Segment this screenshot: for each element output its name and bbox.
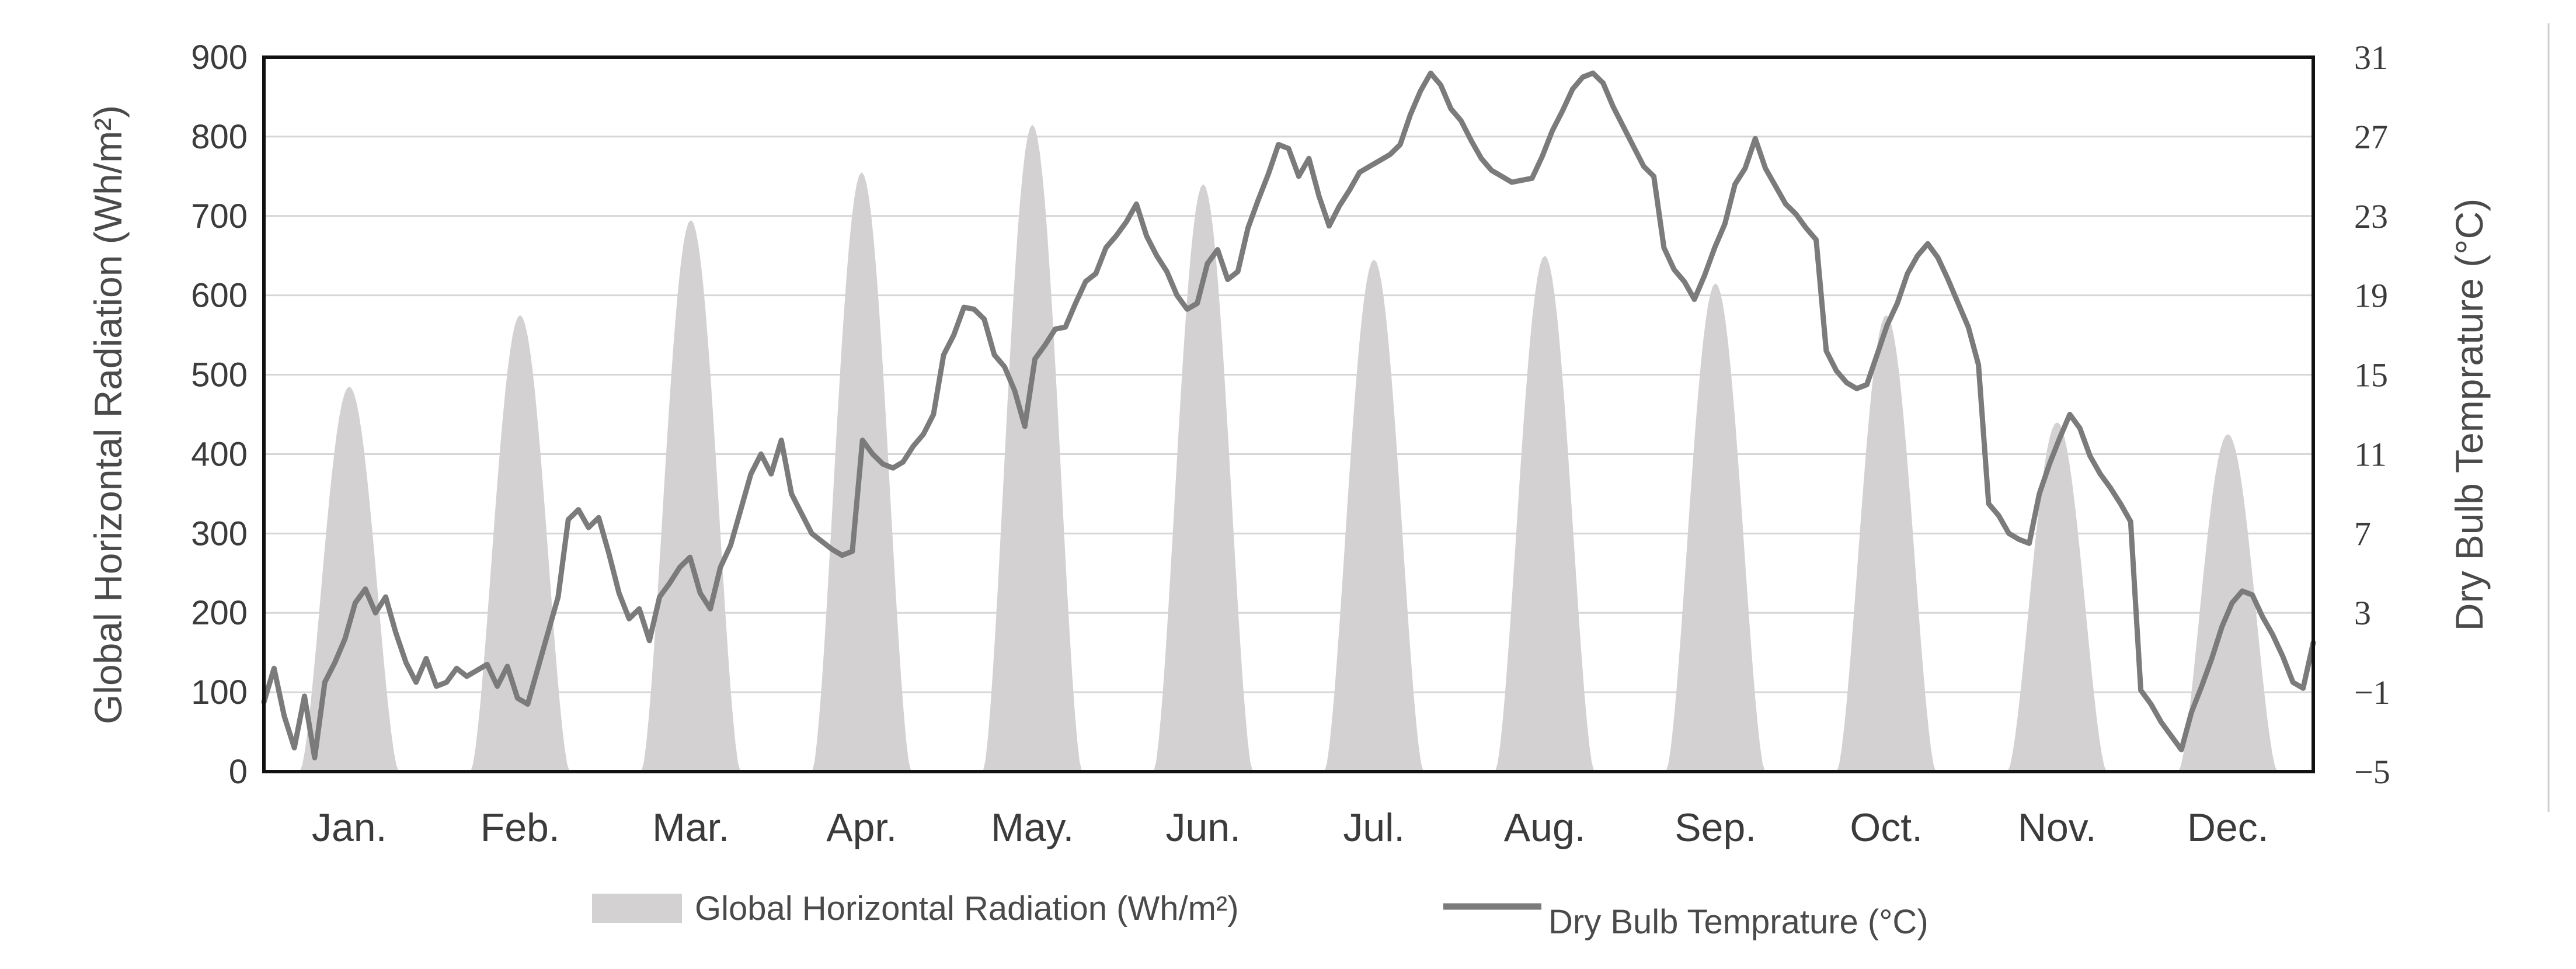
radiation-area-Mar. bbox=[641, 220, 741, 772]
radiation-area-Oct. bbox=[1836, 315, 1936, 772]
legend-swatch-radiation bbox=[592, 894, 682, 923]
right-tick-label: 31 bbox=[2354, 39, 2388, 77]
month-label: Jan. bbox=[312, 805, 387, 850]
radiation-area-Feb. bbox=[470, 315, 570, 772]
right-axis-title: Dry Bulb Temprature (°C) bbox=[2448, 199, 2491, 631]
month-label: May. bbox=[991, 805, 1074, 850]
radiation-area-Jun. bbox=[1153, 184, 1253, 772]
radiation-area-Nov. bbox=[2007, 422, 2107, 772]
legend-label-radiation: Global Horizontal Radiation (Wh/m²) bbox=[695, 890, 1239, 928]
left-y-axis-ticks: 0 100 200 300 400 500 600 700 800 900 bbox=[191, 39, 248, 791]
month-label: Feb. bbox=[481, 805, 560, 850]
left-tick-label: 100 bbox=[191, 673, 248, 711]
radiation-area-Dec. bbox=[2178, 434, 2278, 772]
radiation-area-Jul. bbox=[1324, 259, 1424, 772]
right-tick-label: 3 bbox=[2354, 594, 2371, 632]
left-tick-label: 600 bbox=[191, 277, 248, 315]
left-tick-label: 900 bbox=[191, 39, 248, 77]
left-tick-label: 500 bbox=[191, 356, 248, 394]
right-tick-label: 27 bbox=[2354, 118, 2388, 156]
month-label: Jun. bbox=[1165, 805, 1241, 850]
radiation-area-Sep. bbox=[1666, 283, 1766, 772]
month-label: Nov. bbox=[2018, 805, 2097, 850]
left-tick-label: 700 bbox=[191, 197, 248, 235]
legend: Global Horizontal Radiation (Wh/m²) Dry … bbox=[592, 890, 1928, 941]
month-label: Apr. bbox=[826, 805, 897, 850]
month-label: Aug. bbox=[1504, 805, 1586, 850]
radiation-area-Jan. bbox=[300, 386, 399, 772]
temperature-line-series bbox=[261, 70, 2316, 760]
right-tick-label: 11 bbox=[2354, 435, 2387, 473]
right-tick-label: −1 bbox=[2354, 673, 2390, 711]
right-tick-label: 7 bbox=[2354, 515, 2371, 553]
gridlines bbox=[264, 136, 2313, 693]
month-label: Oct. bbox=[1850, 805, 1923, 850]
legend-label-temperature: Dry Bulb Temprature (°C) bbox=[1548, 903, 1928, 941]
left-tick-label: 800 bbox=[191, 118, 248, 156]
plot-area-frame bbox=[262, 55, 2315, 773]
left-tick-label: 300 bbox=[191, 515, 248, 553]
left-tick-label: 200 bbox=[191, 594, 248, 632]
right-tick-label: 23 bbox=[2354, 197, 2388, 235]
month-label: Jul. bbox=[1343, 805, 1405, 850]
left-tick-label: 0 bbox=[229, 753, 248, 791]
radiation-area-series bbox=[300, 124, 2278, 772]
x-axis-month-labels: Jan. Feb. Mar. Apr. May. Jun. Jul. Aug. Sep. Oct.… bbox=[312, 805, 2269, 850]
radiation-area-May. bbox=[983, 124, 1082, 772]
left-axis-title: Global Horizontal Radiation (Wh/m²) bbox=[86, 105, 130, 724]
month-label: Sep. bbox=[1675, 805, 1756, 850]
temperature-line bbox=[261, 70, 2316, 760]
month-label: Mar. bbox=[652, 805, 729, 850]
month-label: Dec. bbox=[2187, 805, 2269, 850]
radiation-area-Aug. bbox=[1495, 255, 1595, 772]
right-tick-label: 15 bbox=[2354, 356, 2388, 394]
left-tick-label: 400 bbox=[191, 435, 248, 473]
right-y-axis-ticks: −5 −1 3 7 11 15 19 23 27 31 bbox=[2354, 39, 2390, 791]
right-tick-label: 19 bbox=[2354, 277, 2388, 315]
right-tick-label: −5 bbox=[2354, 753, 2390, 791]
